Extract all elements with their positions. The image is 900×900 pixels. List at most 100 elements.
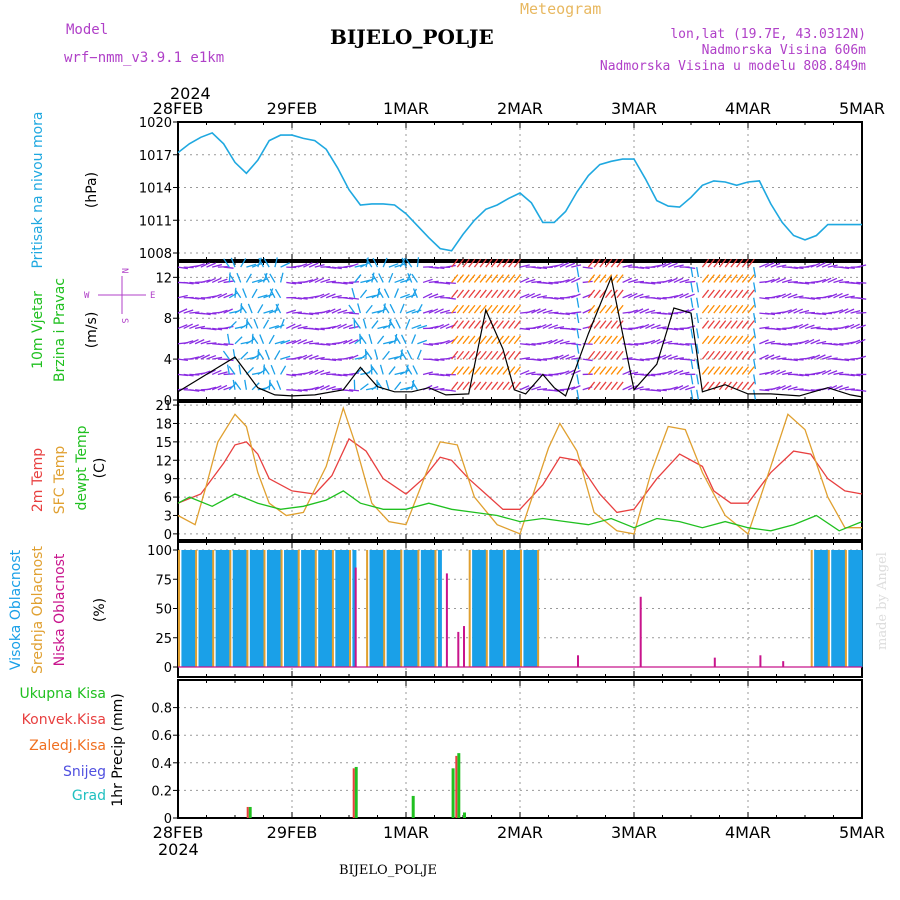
wind-arrow — [856, 311, 867, 314]
wind-arrow — [685, 280, 696, 284]
wind-arrow — [383, 288, 390, 299]
wind-arrow — [787, 280, 798, 284]
mid-cloud-bar — [537, 550, 540, 667]
wind-arrow — [759, 326, 770, 330]
wind-arrow — [473, 304, 482, 314]
high-cloud-bar — [287, 550, 292, 667]
high-cloud-bar — [838, 550, 843, 667]
wind-arrow — [696, 343, 700, 354]
wind-speed-line — [177, 275, 863, 398]
wind-arrow — [195, 389, 206, 392]
wind-arrow — [856, 338, 866, 345]
wind-arrow — [639, 266, 650, 270]
wind-arrow — [604, 258, 613, 268]
wind-arrow — [251, 335, 259, 345]
high-cloud-bar — [386, 550, 391, 667]
y-tick-label: 4 — [164, 353, 172, 368]
wind-arrow — [565, 369, 575, 376]
wind-arrow — [257, 304, 264, 314]
wind-arrow — [473, 274, 482, 283]
wind-arrow — [354, 337, 363, 345]
wind-arrow — [793, 295, 804, 299]
wind-arrow — [679, 292, 689, 299]
wind-arrow — [268, 334, 275, 345]
wind-arrow — [456, 289, 465, 299]
wind-arrow — [308, 277, 319, 284]
wind-arrow — [856, 297, 867, 300]
wind-arrow — [257, 257, 262, 268]
wind-arrow — [286, 281, 297, 285]
y-tick-label: 75 — [155, 573, 172, 588]
wind-arrow — [428, 308, 439, 314]
wind-arrow — [211, 369, 222, 376]
wind-arrow — [439, 323, 450, 330]
wind-arrow — [604, 304, 613, 314]
wind-arrow — [707, 350, 715, 360]
wind-arrow — [690, 374, 694, 385]
wind-arrow — [502, 350, 510, 360]
wind-arrow — [701, 366, 710, 375]
wind-arrow — [240, 351, 249, 360]
wind-arrow — [496, 274, 504, 283]
temp-unit-label: (C) — [92, 458, 108, 479]
wind-arrow — [696, 313, 700, 324]
wind-arrow — [331, 308, 342, 314]
wind-arrow — [348, 281, 360, 284]
low-cloud-bar — [445, 573, 448, 667]
wind-arrow — [628, 309, 638, 314]
wind-arrow — [258, 257, 265, 268]
wind-arrow — [633, 325, 644, 330]
wind-arrow — [479, 304, 487, 314]
y-tick-label: 1017 — [139, 149, 172, 164]
wind-arrow — [253, 318, 259, 329]
wind-arrow — [753, 389, 757, 400]
wind-arrow — [559, 370, 570, 376]
wind-arrow — [770, 369, 781, 376]
altitude-text: Nadmorska Visina 606m — [702, 43, 867, 58]
mid-cloud-bar — [297, 550, 300, 667]
wind-arrow — [685, 293, 695, 299]
high-cloud-legend-label: Visoka Oblacnost — [8, 549, 24, 670]
wind-arrow — [781, 292, 792, 299]
wind-arrow — [496, 304, 504, 314]
high-cloud-bar — [270, 550, 275, 667]
wind-arrow — [337, 373, 348, 377]
wind-arrow — [217, 292, 228, 299]
wind-arrow — [378, 273, 384, 283]
low-cloud-bar — [782, 661, 785, 667]
wind-arrow — [559, 278, 570, 284]
wind-arrow — [844, 358, 855, 361]
wind-arrow — [707, 381, 715, 391]
wind-arrow — [610, 335, 618, 345]
wind-arrow — [320, 384, 330, 391]
high-cloud-bar — [393, 550, 398, 667]
x-day-label-bottom: 28FEB — [153, 823, 204, 842]
wind-arrow — [280, 355, 291, 360]
wind-arrow — [662, 278, 673, 284]
wind-arrow — [382, 350, 390, 360]
wind-arrow — [395, 319, 401, 329]
temp2m-legend-label: 2m Temp — [30, 448, 46, 512]
high-cloud-bar — [301, 550, 306, 667]
conv-precip-bar — [455, 755, 458, 818]
high-cloud-bar — [253, 550, 258, 667]
y-tick-label: 25 — [155, 632, 172, 647]
wind-arrow — [713, 320, 721, 329]
wind-arrow — [513, 381, 522, 391]
wind-arrow — [741, 289, 750, 299]
wind-arrow — [502, 289, 510, 299]
wind-arrow — [628, 278, 639, 284]
wind-arrow — [610, 304, 618, 314]
wind-arrow — [357, 303, 362, 314]
wind-arrow — [668, 294, 679, 299]
pressure-line — [177, 131, 862, 252]
mid-cloud-bar — [195, 550, 198, 667]
wind-arrow — [610, 320, 618, 329]
wind-arrow — [701, 274, 710, 283]
wind-arrow — [565, 386, 576, 391]
wind-arrow — [405, 258, 413, 268]
high-cloud-bar — [277, 550, 282, 667]
wind-arrow — [713, 274, 721, 283]
wind-arrow — [804, 281, 816, 284]
wind-arrow — [599, 274, 607, 283]
